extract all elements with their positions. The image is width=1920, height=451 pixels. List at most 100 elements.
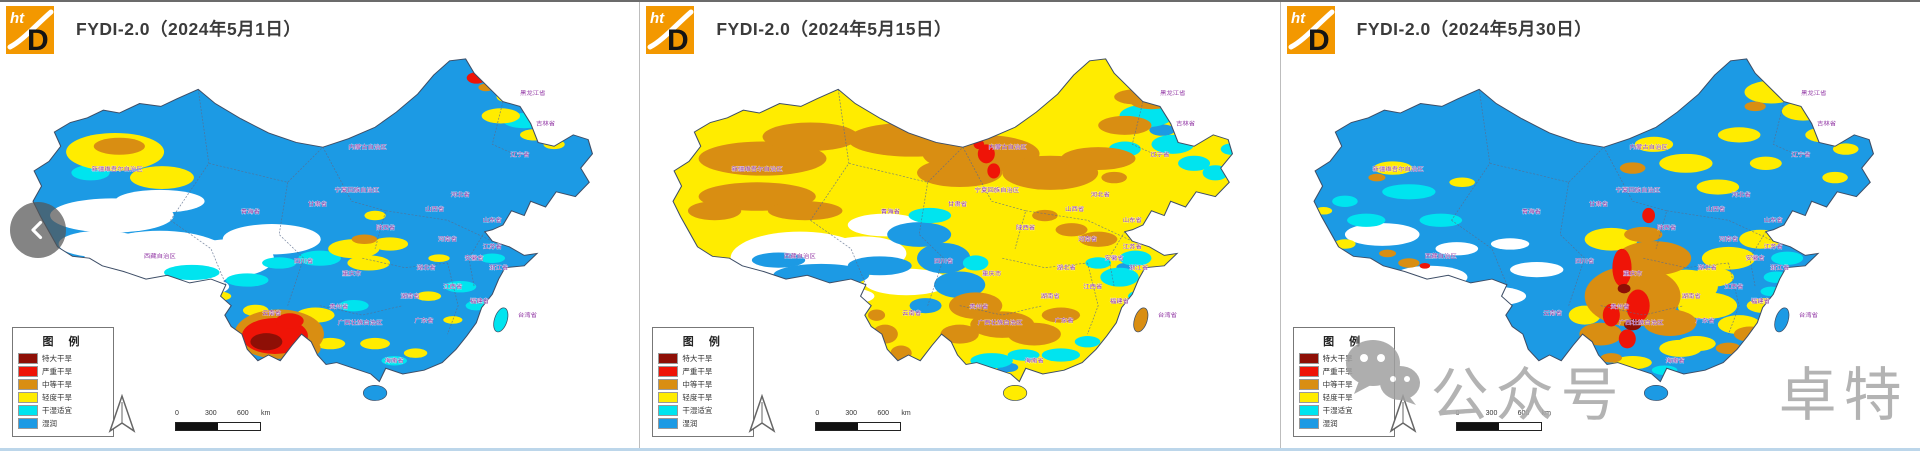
province-label: 贵州省 bbox=[329, 303, 348, 311]
scale-tick: 600 bbox=[237, 410, 249, 417]
province-label: 广西壮族自治区 bbox=[338, 319, 383, 327]
htd-logo: ht D bbox=[1286, 6, 1335, 54]
province-label: 湖南省 bbox=[401, 292, 420, 300]
province-label: 云南省 bbox=[1543, 310, 1562, 318]
province-label: 西藏自治区 bbox=[144, 253, 176, 261]
province-borders bbox=[810, 89, 1161, 335]
legend-item: 干湿适宜 bbox=[1298, 405, 1389, 416]
legend-swatch bbox=[1298, 392, 1319, 403]
watermark-text-suffix: 卓特 bbox=[1778, 363, 1909, 428]
legend-item: 严重干旱 bbox=[658, 366, 748, 377]
province-label: 重庆市 bbox=[342, 270, 361, 278]
legend-swatch bbox=[18, 405, 38, 416]
province-label: 安徽省 bbox=[465, 254, 484, 262]
legend-label: 中等干旱 bbox=[42, 380, 72, 389]
province-label: 甘肃省 bbox=[308, 200, 327, 208]
map-title: FYDI-2.0（2024年5月30日） bbox=[1356, 19, 1593, 39]
province-label: 吉林省 bbox=[1817, 120, 1836, 128]
province-label: 山东省 bbox=[483, 217, 502, 225]
north-arrow-icon bbox=[1389, 394, 1417, 433]
province-label: 山西省 bbox=[1065, 205, 1084, 213]
province-label: 浙江省 bbox=[1129, 264, 1148, 272]
province-label: 浙江省 bbox=[1770, 264, 1789, 272]
province-label: 内蒙古自治区 bbox=[1629, 143, 1667, 151]
scale-tick: 600 bbox=[1517, 410, 1530, 417]
province-label: 江西省 bbox=[1724, 283, 1743, 291]
province-label: 江西省 bbox=[443, 283, 462, 291]
drought-raster bbox=[33, 58, 593, 382]
province-label: 吉林省 bbox=[1176, 120, 1195, 128]
legend-item: 干湿适宜 bbox=[18, 405, 108, 416]
legend-label: 严重干旱 bbox=[1322, 367, 1353, 376]
province-label: 浙江省 bbox=[489, 264, 508, 272]
province-label: 河北省 bbox=[1091, 191, 1110, 199]
legend-swatch bbox=[658, 366, 679, 377]
htd-logo: ht D bbox=[6, 6, 54, 54]
province-label: 辽宁省 bbox=[1791, 151, 1810, 159]
province-label: 海南省 bbox=[1025, 357, 1044, 365]
logo-text-main: D bbox=[667, 24, 689, 54]
province-label: 江苏省 bbox=[1123, 243, 1142, 251]
scale-tick: 300 bbox=[205, 410, 217, 417]
province-label: 内蒙古自治区 bbox=[989, 143, 1027, 151]
province-label: 江西省 bbox=[1084, 283, 1103, 291]
legend-label: 特大干旱 bbox=[682, 354, 713, 363]
legend: 图 例 特大干旱 严重干旱 中等干旱 轻度干旱 干湿适宜 湿润 bbox=[1292, 327, 1395, 437]
taiwan-island bbox=[493, 307, 509, 333]
legend-label: 湿润 bbox=[1322, 419, 1338, 428]
legend-swatch bbox=[1298, 366, 1319, 377]
legend-swatch bbox=[1298, 405, 1319, 416]
legend-title: 图 例 bbox=[42, 336, 86, 348]
province-label: 青海省 bbox=[241, 208, 260, 216]
drought-raster bbox=[673, 58, 1233, 382]
province-label: 甘肃省 bbox=[1589, 200, 1608, 208]
scale-unit: km bbox=[261, 410, 271, 417]
scale-tick: 300 bbox=[845, 410, 858, 417]
htd-logo: ht D bbox=[646, 6, 695, 54]
chevron-left-icon bbox=[31, 220, 43, 240]
province-label: 湖北省 bbox=[1057, 264, 1076, 272]
scale-tick: 0 bbox=[1455, 410, 1460, 417]
hainan-island bbox=[1643, 385, 1668, 401]
drought-map-panel-1: ht D FYDI-2.0（2024年5月1日） 图 例 特大干旱 严重干旱 中等干… bbox=[0, 2, 640, 448]
province-label: 云南省 bbox=[902, 310, 921, 318]
province-label: 海南省 bbox=[1665, 357, 1684, 365]
province-label: 辽宁省 bbox=[1151, 151, 1170, 159]
legend: 图 例 特大干旱 严重干旱 中等干旱 轻度干旱 干湿适宜 湿润 bbox=[12, 327, 114, 437]
province-label: 河南省 bbox=[1719, 235, 1738, 243]
legend-item: 严重干旱 bbox=[18, 366, 108, 377]
north-arrow-icon bbox=[748, 394, 776, 433]
legend-label: 轻度干旱 bbox=[1322, 393, 1353, 402]
province-label: 广东省 bbox=[415, 317, 434, 325]
legend-item: 湿润 bbox=[658, 418, 748, 429]
scale-bar: 0 300 600 km bbox=[1455, 410, 1556, 434]
map-title: FYDI-2.0（2024年5月15日） bbox=[716, 19, 952, 39]
legend-label: 中等干旱 bbox=[682, 380, 713, 389]
province-label: 广东省 bbox=[1055, 317, 1074, 325]
legend-swatch bbox=[1298, 379, 1319, 390]
province-label: 湖北省 bbox=[417, 264, 436, 272]
legend-item: 中等干旱 bbox=[18, 379, 108, 390]
china-outline bbox=[672, 58, 1234, 383]
province-label: 陕西省 bbox=[1657, 224, 1676, 232]
province-label: 四川省 bbox=[294, 257, 313, 265]
carousel-prev-button[interactable] bbox=[10, 202, 66, 258]
legend-label: 特大干旱 bbox=[1322, 354, 1353, 363]
province-label: 山西省 bbox=[425, 205, 444, 213]
hainan-island bbox=[1003, 385, 1028, 401]
legend-swatch bbox=[658, 418, 679, 429]
province-label: 西藏自治区 bbox=[784, 253, 816, 261]
legend-label: 干湿适宜 bbox=[42, 406, 72, 415]
province-label: 山西省 bbox=[1706, 205, 1725, 213]
province-label: 山东省 bbox=[1123, 217, 1142, 225]
legend-item: 轻度干旱 bbox=[658, 392, 748, 403]
scale-unit: km bbox=[1541, 410, 1551, 417]
province-label: 湖南省 bbox=[1041, 292, 1060, 300]
province-label: 陕西省 bbox=[1016, 224, 1035, 232]
province-label: 青海省 bbox=[1521, 208, 1540, 216]
north-arrow-icon bbox=[108, 394, 136, 433]
scale-bar-graphic bbox=[815, 422, 902, 431]
province-label: 台湾省 bbox=[518, 311, 537, 319]
